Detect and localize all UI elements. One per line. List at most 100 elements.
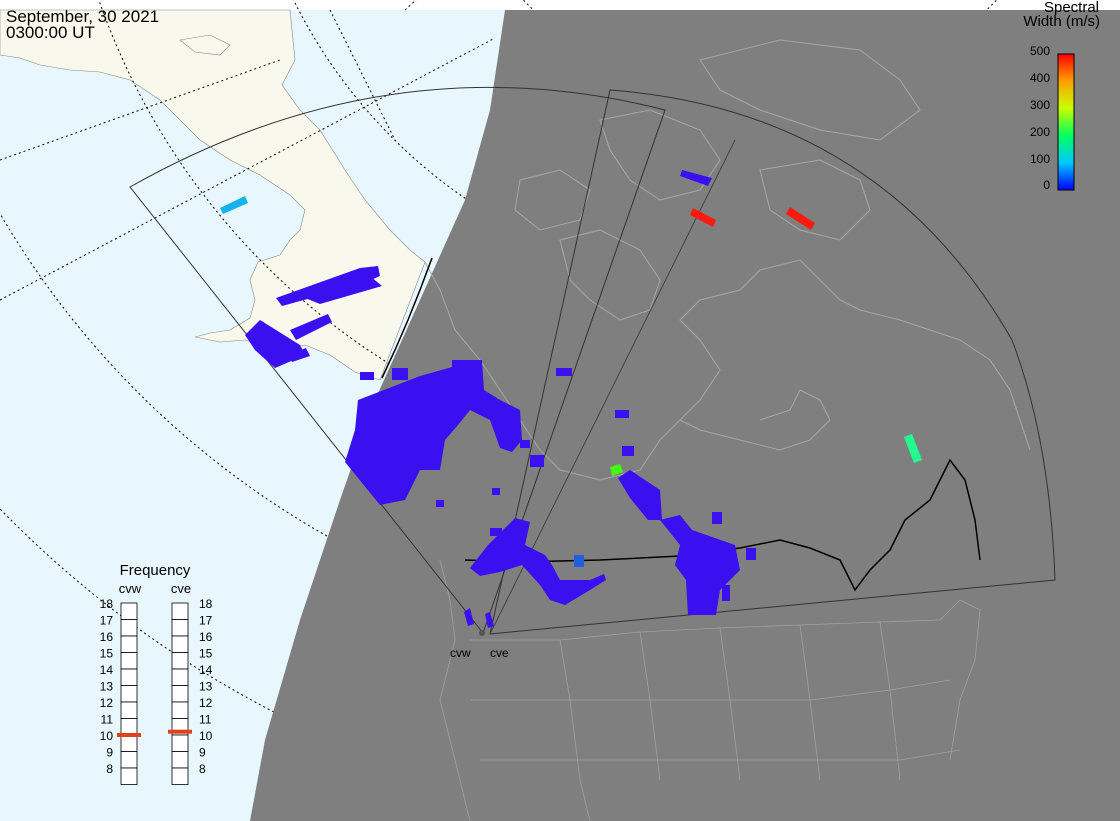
colorbar-tick: 200: [1030, 125, 1050, 139]
frequency-cell: [171, 668, 189, 686]
echo-cell: [360, 372, 374, 380]
echo-cell: [786, 207, 815, 230]
frequency-title: Frequency: [120, 562, 191, 579]
echo-cell: [345, 362, 522, 505]
echo-cell: [464, 608, 474, 626]
echo-cell: [722, 585, 730, 601]
echo-cell: [290, 314, 332, 340]
colorbar: Spectral Width (m/s) 500 400 300 200 100…: [1023, 0, 1100, 192]
frequency-tick-left: 11: [101, 713, 114, 727]
frequency-tick-right: 10: [199, 729, 213, 743]
frequency-tick-right: 18: [199, 597, 213, 611]
frequency-cell: [171, 652, 189, 670]
colorbar-tick: 300: [1030, 98, 1050, 112]
frequency-tick-left: 14: [100, 663, 114, 677]
frequency-panel: Frequency cvw cve 18 17 16 15 14 13 12 11 10 9 8 1…: [100, 562, 213, 785]
frequency-cell: [171, 619, 189, 637]
frequency-tick-left: 12: [100, 696, 114, 710]
echo-cell: [452, 360, 482, 390]
colorbar-tick: 400: [1030, 71, 1050, 85]
frequency-radar-name-cve: cve: [171, 581, 191, 596]
frequency-tick-left: 17: [100, 614, 114, 628]
date-label: September, 30 2021: [6, 7, 160, 26]
echo-cell: [574, 555, 584, 567]
frequency-tick-right: 15: [199, 647, 213, 661]
radar-fov-cve: [489, 89, 1056, 635]
frequency-cell: [171, 602, 189, 620]
frequency-cell: [120, 734, 138, 752]
echo-cell: [615, 410, 629, 418]
colorbar-tick: 0: [1043, 178, 1050, 192]
frequency-tick-left: 16: [100, 630, 114, 644]
frequency-tick-right: 9: [199, 746, 206, 760]
colorbar-title-line1: Spectral: [1044, 0, 1099, 16]
echo-cell: [300, 276, 382, 304]
echo-cell: [712, 512, 722, 524]
echo-cell: [610, 464, 623, 476]
frequency-tick-right: 13: [199, 680, 213, 694]
frequency-tick-left: 8: [106, 762, 113, 776]
longitude-lines: [0, 0, 496, 301]
echo-cell: [470, 518, 606, 605]
echo-cell: [436, 500, 444, 507]
echo-cell: [520, 440, 530, 448]
echo-cell: [288, 348, 310, 362]
frequency-cell: [120, 619, 138, 637]
state-borders: [439, 559, 981, 821]
frequency-tick-right: 8: [199, 762, 206, 776]
echo-cell: [904, 434, 922, 463]
station-label-cve: cve: [490, 646, 509, 660]
radar-echoes: [220, 170, 922, 628]
frequency-cell: [120, 701, 138, 719]
frequency-tick-left: 18: [100, 597, 114, 611]
frequency-radar-name-cvw: cvw: [119, 581, 142, 596]
echo-cell: [485, 612, 494, 628]
frequency-cell: [120, 685, 138, 703]
frequency-tick-left: 9: [106, 746, 113, 760]
station-label-cvw: cvw: [450, 646, 471, 660]
frequency-cell: [171, 767, 189, 785]
frequency-cell: [120, 652, 138, 670]
frequency-cell: [171, 685, 189, 703]
station-marker-cvw: [479, 630, 485, 636]
echo-cell: [556, 368, 572, 376]
time-label: 0300:00 UT: [6, 23, 95, 42]
frequency-tick-right: 12: [199, 696, 213, 710]
frequency-cell: [120, 751, 138, 769]
echo-cell: [492, 488, 500, 495]
frequency-tick-right: 14: [199, 663, 213, 677]
frequency-cell: [120, 668, 138, 686]
colorbar-title-line2: Width (m/s): [1023, 13, 1100, 30]
echo-cell: [680, 170, 712, 186]
echo-cell: [618, 470, 662, 520]
frequency-tick-left: 13: [100, 680, 114, 694]
frequency-cell: [120, 602, 138, 620]
echo-cell: [660, 515, 740, 615]
echo-cell: [622, 446, 634, 456]
frequency-cell: [171, 751, 189, 769]
echo-cell: [490, 528, 502, 536]
frequency-tick-right: 11: [199, 713, 212, 727]
frequency-cell: [120, 767, 138, 785]
echo-cell: [530, 455, 544, 467]
frequency-cell: [120, 718, 138, 736]
echo-cell: [392, 368, 408, 380]
echo-cell: [690, 208, 716, 227]
radar-fov-cvw: [129, 86, 666, 635]
frequency-tick-right: 16: [199, 630, 213, 644]
timestamp: September, 30 2021 0300:00 UT: [6, 7, 160, 42]
frequency-tick-left: 15: [100, 647, 114, 661]
echo-cell: [220, 196, 248, 214]
frequency-tick-left: 10: [100, 729, 114, 743]
frequency-marker-cvw: [117, 733, 141, 737]
frequency-cell: [171, 701, 189, 719]
international-border: [381, 257, 981, 592]
frequency-cell: [171, 635, 189, 653]
frequency-tick-right: 17: [199, 614, 213, 628]
echo-cell: [746, 548, 756, 560]
colorbar-tick: 100: [1030, 152, 1050, 166]
frequency-marker-cve: [168, 729, 192, 734]
frequency-cell: [171, 734, 189, 752]
colorbar-tick: 500: [1030, 44, 1050, 58]
frequency-cell: [120, 635, 138, 653]
